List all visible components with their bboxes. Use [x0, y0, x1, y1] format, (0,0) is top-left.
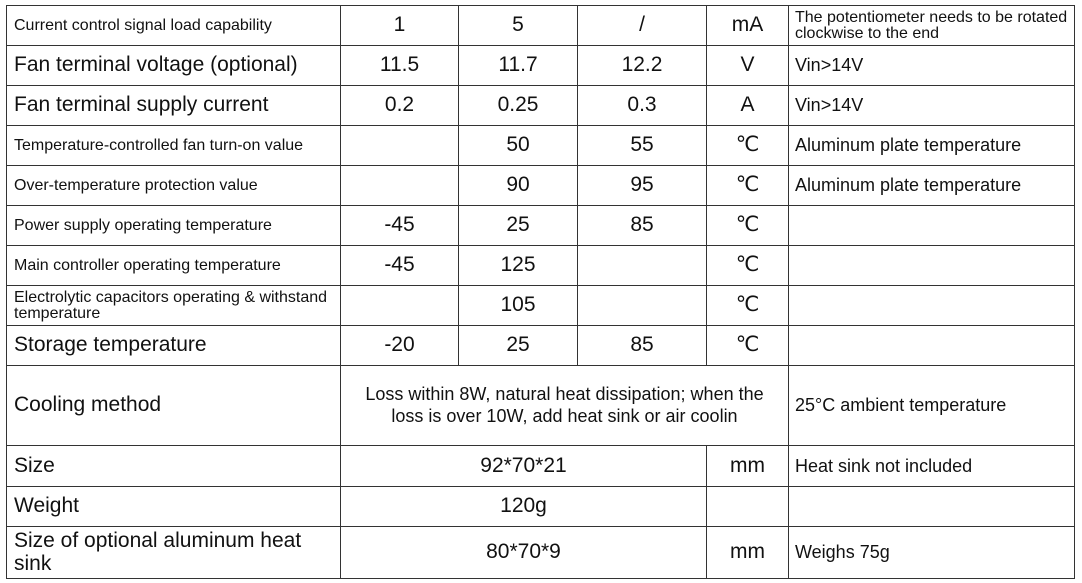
table-cell: The potentiometer needs to be rotated cl… [788, 5, 1075, 46]
table-cell: 25°C ambient temperature [788, 365, 1075, 446]
table-cell: Weighs 75g [788, 526, 1075, 579]
table-cell: Heat sink not included [788, 445, 1075, 487]
table-cell: Fan terminal supply current [6, 85, 341, 126]
table-cell [788, 285, 1075, 326]
table-cell [706, 486, 789, 527]
table-cell: Storage temperature [6, 325, 341, 366]
table-cell: Electrolytic capacitors operating & with… [6, 285, 341, 326]
table-row: Size 92*70*21 mm Heat sink not included [6, 445, 1075, 487]
table-cell: Vin>14V [788, 85, 1075, 126]
table-cell [340, 165, 459, 206]
table-cell: A [706, 85, 789, 126]
table-row: Current control signal load capability 1 5… [6, 5, 1075, 46]
table-cell [577, 285, 707, 326]
table-row: Weight 120g [6, 486, 1075, 527]
table-cell: Aluminum plate temperature [788, 125, 1075, 166]
table-cell: Power supply operating temperature [6, 205, 341, 246]
table-cell: ℃ [706, 165, 789, 206]
table-row: Fan terminal supply current 0.2 0.25 0.3 A Vi… [6, 85, 1075, 126]
table-cell: 12.2 [577, 45, 707, 86]
table-cell [788, 205, 1075, 246]
table-cell: 85 [577, 325, 707, 366]
table-cell: Size of optional aluminum heat sink [6, 526, 341, 579]
table-cell: Current control signal load capability [6, 5, 341, 46]
table-cell: Aluminum plate temperature [788, 165, 1075, 206]
table-cell: 50 [458, 125, 578, 166]
table-cell: 55 [577, 125, 707, 166]
spec-table: Current control signal load capability 1 5… [6, 5, 1075, 579]
table-cell: / [577, 5, 707, 46]
table-cell: Main controller operating temperature [6, 245, 341, 286]
table-cell: 95 [577, 165, 707, 206]
table-cell: 1 [340, 5, 459, 46]
table-cell: 0.25 [458, 85, 578, 126]
table-cell [577, 245, 707, 286]
table-row: Cooling method Loss within 8W, natural he… [6, 365, 1075, 446]
table-cell: 80*70*9 [340, 526, 707, 579]
table-cell: ℃ [706, 205, 789, 246]
table-cell: -45 [340, 245, 459, 286]
table-cell: ℃ [706, 285, 789, 326]
table-cell: 90 [458, 165, 578, 206]
table-cell: V [706, 45, 789, 86]
table-row: Size of optional aluminum heat sink 80*70… [6, 526, 1075, 579]
table-cell: 5 [458, 5, 578, 46]
table-cell: ℃ [706, 125, 789, 166]
table-cell: 105 [458, 285, 578, 326]
table-row: Storage temperature -20 25 85 ℃ [6, 325, 1075, 366]
table-cell: 11.5 [340, 45, 459, 86]
table-cell: 25 [458, 205, 578, 246]
table-cell: Cooling method [6, 365, 341, 446]
table-cell: ℃ [706, 325, 789, 366]
table-cell: -20 [340, 325, 459, 366]
table-cell [788, 486, 1075, 527]
table-cell: Vin>14V [788, 45, 1075, 86]
table-cell [788, 325, 1075, 366]
table-cell: 0.2 [340, 85, 459, 126]
table-cell [340, 285, 459, 326]
table-row: Over-temperature protection value 90 95 ℃ Al… [6, 165, 1075, 206]
table-cell: Size [6, 445, 341, 487]
table-cell: 0.3 [577, 85, 707, 126]
table-cell: mm [706, 526, 789, 579]
table-cell [340, 125, 459, 166]
table-cell: 11.7 [458, 45, 578, 86]
table-row: Fan terminal voltage (optional) 11.5 11.7 1… [6, 45, 1075, 86]
table-cell: Weight [6, 486, 341, 527]
table-cell: Fan terminal voltage (optional) [6, 45, 341, 86]
table-cell: 92*70*21 [340, 445, 707, 487]
table-cell: Temperature-controlled fan turn-on value [6, 125, 341, 166]
table-cell: mm [706, 445, 789, 487]
table-row: Main controller operating temperature -45… [6, 245, 1075, 286]
table-row: Electrolytic capacitors operating & with… [6, 285, 1075, 326]
table-cell: -45 [340, 205, 459, 246]
table-cell: Loss within 8W, natural heat dissipation… [340, 365, 789, 446]
table-row: Temperature-controlled fan turn-on value… [6, 125, 1075, 166]
table-cell: 125 [458, 245, 578, 286]
table-cell: 25 [458, 325, 578, 366]
table-cell: mA [706, 5, 789, 46]
table-row: Power supply operating temperature -45 25 8… [6, 205, 1075, 246]
table-cell [788, 245, 1075, 286]
table-cell: Over-temperature protection value [6, 165, 341, 206]
table-cell: 85 [577, 205, 707, 246]
table-cell: ℃ [706, 245, 789, 286]
table-cell: 120g [340, 486, 707, 527]
